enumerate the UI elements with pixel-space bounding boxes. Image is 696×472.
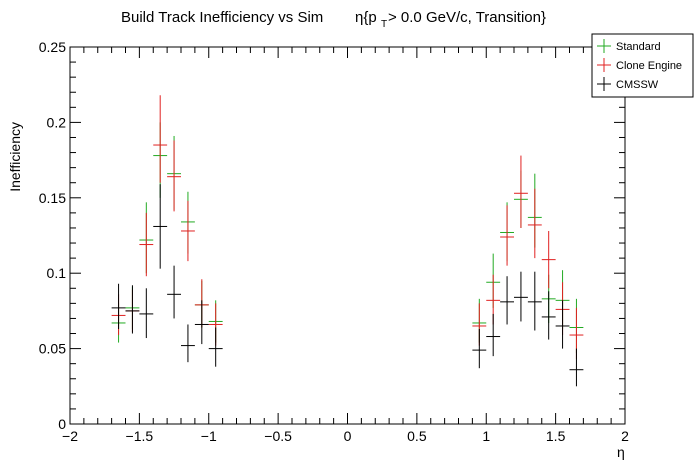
title-eta-prefix: η{p (355, 9, 377, 26)
data-point-cmssw (208, 327, 223, 367)
y-axis-tick-labels: 0 0.05 0.1 0.15 0.2 0.25 (39, 39, 66, 432)
x-tick-label: −1.5 (126, 428, 154, 444)
y-tick-label: 0.05 (39, 341, 66, 357)
legend-label-clone-engine: Clone Engine (616, 60, 682, 72)
data-point-clone-engine (514, 155, 528, 228)
data-point-clone-engine (139, 212, 154, 277)
data-point-cmssw (472, 328, 487, 369)
y-tick-label: 0.1 (47, 265, 67, 281)
data-point-cmssw (181, 324, 195, 363)
legend-label-standard: Standard (616, 41, 661, 53)
y-tick-label: 0.15 (39, 190, 66, 206)
data-point-cmssw (500, 276, 514, 325)
title-subscript: T (381, 19, 387, 30)
x-axis-tick-labels: −2 −1.5 −1 −0.5 0 0.5 1 1.5 2 (62, 428, 629, 444)
data-point-cmssw (527, 271, 542, 331)
x-axis-title: η (617, 444, 625, 460)
x-tick-label: 0 (344, 428, 352, 444)
data-point-cmssw (153, 184, 168, 269)
title-suffix: > 0.0 GeV/c, Transition} (388, 9, 546, 26)
data-point-clone-engine (527, 188, 542, 259)
data-point-cmssw (167, 265, 181, 319)
data-point-clone-engine (181, 200, 195, 262)
data-point-clone-engine (541, 230, 556, 289)
y-axis-title: Inefficiency (7, 122, 23, 192)
data-point-clone-engine (167, 140, 181, 212)
data-point-cmssw (541, 291, 556, 340)
legend-entry-standard: Standard (597, 39, 661, 53)
chart-title: Build Track Inefficiency vs Sim η{p T > … (121, 9, 546, 30)
data-point-cmssw (111, 283, 126, 329)
x-tick-label: 1.5 (546, 428, 566, 444)
data-point-cmssw (569, 348, 584, 387)
series-cmssw (111, 184, 584, 387)
x-axis-ticks (69, 47, 626, 424)
x-tick-label: 2 (621, 428, 629, 444)
x-tick-label: −0.5 (264, 428, 292, 444)
x-tick-label: 1 (482, 428, 490, 444)
x-tick-label: −1 (201, 428, 217, 444)
y-tick-label: 0.2 (47, 114, 67, 130)
data-point-cmssw (486, 313, 501, 357)
data-point-clone-engine (500, 205, 514, 266)
data-point-cmssw (514, 271, 528, 322)
title-main: Build Track Inefficiency vs Sim (121, 9, 323, 26)
legend-label-cmssw: CMSSW (616, 79, 659, 91)
data-point-cmssw (125, 285, 140, 334)
legend-entry-cmssw: CMSSW (597, 77, 659, 91)
data-point-clone-engine (153, 95, 168, 183)
data-point-cmssw (555, 300, 570, 349)
legend-entry-clone-engine: Clone Engine (597, 58, 682, 72)
x-tick-label: −2 (62, 428, 78, 444)
y-tick-label: 0 (58, 416, 66, 432)
legend: Standard Clone Engine CMSSW (591, 33, 694, 98)
data-point-cmssw (194, 300, 209, 345)
data-series-layer (111, 95, 584, 387)
y-tick-label: 0.25 (39, 39, 66, 55)
x-tick-label: 0.5 (407, 428, 427, 444)
data-point-cmssw (139, 288, 154, 339)
